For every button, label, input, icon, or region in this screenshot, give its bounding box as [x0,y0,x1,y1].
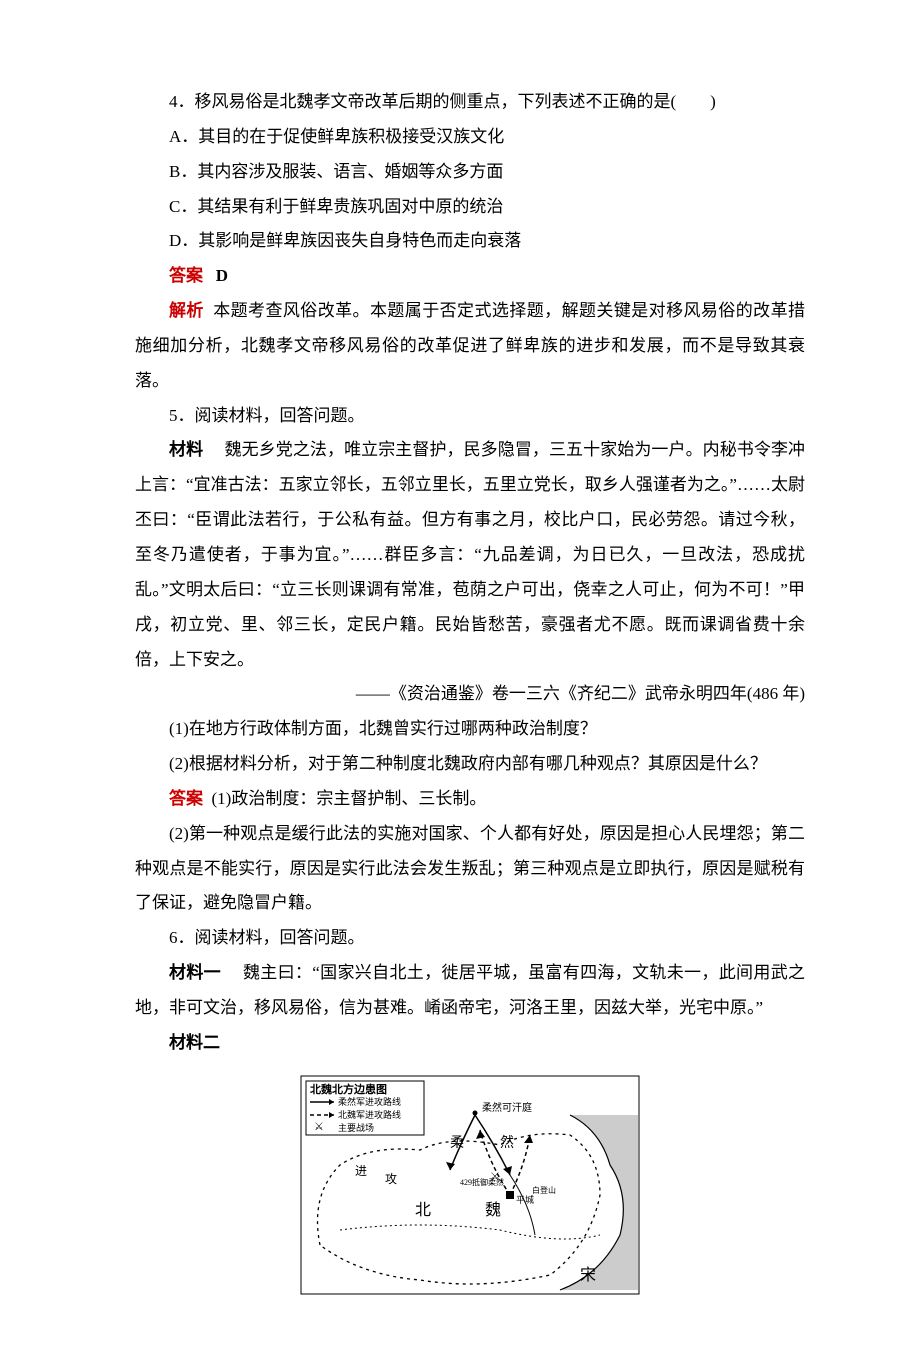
answer-label: 答案 [169,266,203,285]
q4-option-b: B．其内容涉及服装、语言、婚姻等众多方面 [135,155,805,190]
q6-material2-label: 材料二 [135,1026,805,1061]
legend-line1: 柔然军进攻路线 [338,1096,401,1107]
label-jin: 进 [355,1164,367,1178]
label-baidengshan: 白登山 [532,1185,556,1195]
label-song: 宋 [580,1266,596,1284]
material-text: 魏无乡党之法，唯立宗主督护，民多隐冒，三五十家始为一户。内秘书令李冲上言：“宜准… [135,440,805,668]
q5-sub1: (1)在地方行政体制方面，北魏曾实行过哪两种政治制度？ [135,712,805,747]
q5-material: 材料 魏无乡党之法，唯立宗主督护，民多隐冒，三五十家始为一户。内秘书令李冲上言：… [135,433,805,677]
label-rou: 柔 [450,1135,464,1151]
answer-value: D [216,266,228,285]
rouran-capital-dot [473,1110,478,1115]
document-page: 4．移风易俗是北魏孝文帝改革后期的侧重点，下列表述不正确的是( ) A．其目的在… [0,0,920,1347]
q6-stem: 6．阅读材料，回答问题。 [135,921,805,956]
map-figure: 北魏北方边患图 柔然军进攻路线 北魏军进攻路线 ⚔ 主要战场 [135,1075,805,1308]
legend-swords-icon: ⚔ [314,1121,324,1133]
q5-stem: 5．阅读材料，回答问题。 [135,399,805,434]
label-ran: 然 [500,1134,514,1151]
q5-source: ——《资治通鉴》卷一三六《齐纪二》武帝永明四年(486 年) [135,677,805,712]
q4-option-c: C．其结果有利于鲜卑贵族巩固对中原的统治 [135,190,805,225]
label-bei: 北 [415,1201,431,1219]
q4-stem: 4．移风易俗是北魏孝文帝改革后期的侧重点，下列表述不正确的是( ) [135,85,805,120]
q5-answer2: (2)第一种观点是缓行此法的实施对国家、个人都有好处，原因是担心人民埋怨；第二种… [135,817,805,922]
q5-sub2: (2)根据材料分析，对于第二种制度北魏政府内部有哪几种观点？其原因是什么？ [135,747,805,782]
q4-analysis: 解析 本题考查风俗改革。本题属于否定式选择题，解题关键是对移风易俗的改革措施细加… [135,294,805,399]
answer1-text: (1)政治制度：宗主督护制、三长制。 [212,789,487,808]
q4-option-d: D．其影响是鲜卑族因丧失自身特色而走向衰落 [135,224,805,259]
q6-material1: 材料一 魏主曰：“国家兴自北土，徙居平城，虽富有四海，文轨未一，此间用武之地，非… [135,956,805,1026]
battle-icon: ⚔ [490,1171,500,1183]
legend-line3: 主要战场 [338,1122,374,1133]
label-rouran-capital: 柔然可汗庭 [482,1101,532,1114]
map-title: 北魏北方边患图 [310,1082,387,1096]
beiwei-border-map: 北魏北方边患图 柔然军进攻路线 北魏军进攻路线 ⚔ 主要战场 [300,1075,640,1295]
legend-line2: 北魏军进攻路线 [338,1109,401,1120]
material1-label: 材料一 [169,963,221,982]
analysis-text: 本题考查风俗改革。本题属于否定式选择题，解题关键是对移风易俗的改革措施细加分析，… [135,301,805,390]
label-wei: 魏 [485,1201,501,1219]
answer-label: 答案 [169,789,203,808]
label-pingcheng: 平城 [516,1195,534,1205]
q4-answer: 答案 D [135,259,805,294]
q5-answer1: 答案 (1)政治制度：宗主督护制、三长制。 [135,782,805,817]
analysis-label: 解析 [169,301,204,320]
material2-label: 材料二 [169,1033,220,1052]
material-label: 材料 [169,440,203,459]
q4-option-a: A．其目的在于促使鲜卑族积极接受汉族文化 [135,120,805,155]
pingcheng-marker [506,1191,514,1199]
label-gong: 攻 [385,1172,397,1186]
